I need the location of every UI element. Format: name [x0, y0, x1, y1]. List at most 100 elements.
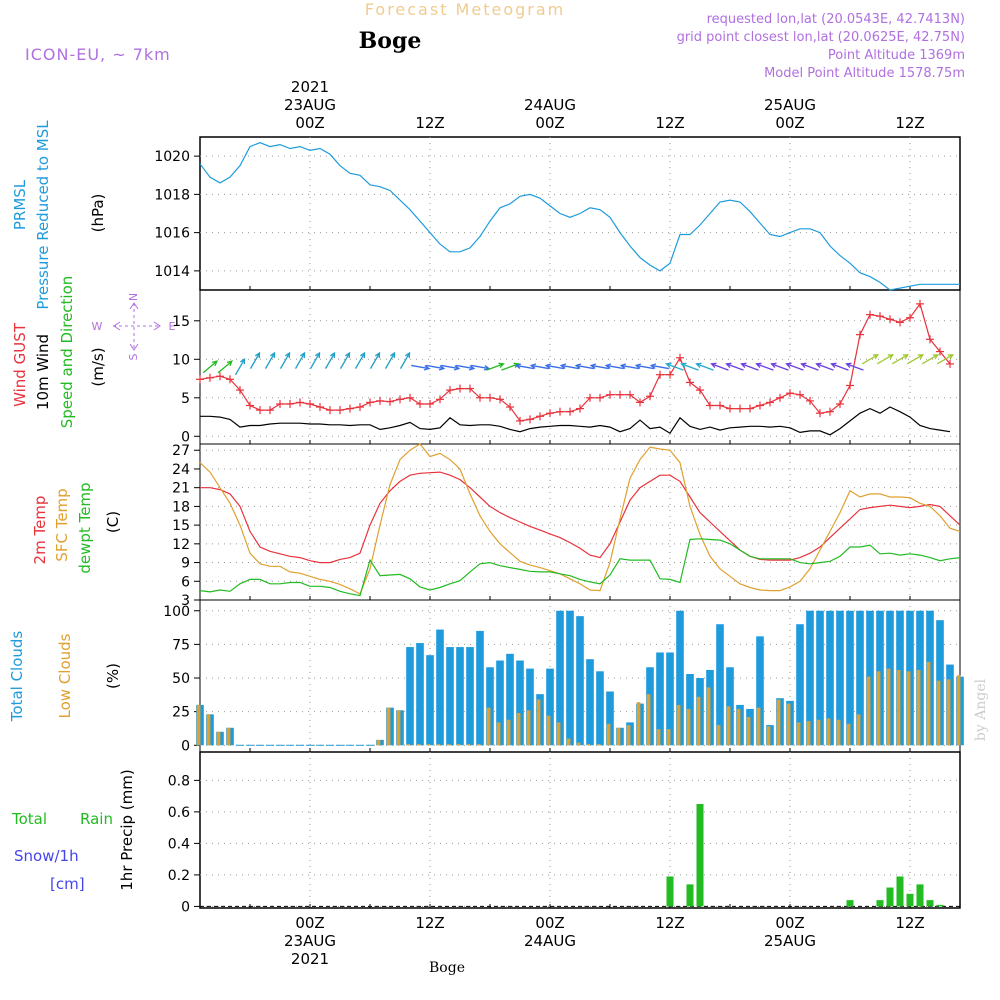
- y-tick-label: 1020: [154, 149, 190, 165]
- prmsl-line: [199, 142, 960, 291]
- gust-marker: [806, 396, 814, 405]
- total-cloud-bar: [476, 630, 484, 746]
- low-cloud-bar: [826, 718, 831, 746]
- gust-marker: [276, 399, 284, 408]
- wind-direction-arrow: [339, 351, 351, 369]
- time-tick-label: 12Z: [655, 114, 684, 132]
- wind-direction-arrow: [725, 362, 744, 371]
- low-cloud-bar: [956, 675, 961, 746]
- gust-marker: [636, 398, 644, 407]
- wind-direction-arrow: [695, 362, 714, 371]
- gust-marker: [406, 393, 414, 402]
- total-cloud-bar: [486, 667, 494, 746]
- total-cloud-bar: [606, 691, 614, 746]
- total-cloud-bar: [516, 660, 524, 746]
- gust-marker: [756, 401, 764, 410]
- y-tick-label: 1014: [154, 264, 190, 280]
- total-cloud-bar: [656, 652, 664, 746]
- gust-marker: [486, 393, 494, 402]
- total-cloud-bar: [406, 647, 414, 746]
- gust-marker: [726, 404, 734, 413]
- temp-sfc-line: [199, 443, 961, 595]
- low-cloud-bar: [876, 671, 881, 746]
- gust-marker: [546, 409, 554, 418]
- y-tick-label: 100: [163, 604, 190, 620]
- wind-direction-arrow: [279, 351, 291, 369]
- wind-direction-arrow: [234, 357, 246, 376]
- total-cloud-bar: [566, 610, 574, 746]
- total-cloud-bar: [456, 647, 464, 746]
- gust-marker: [666, 370, 674, 379]
- gust-marker: [736, 404, 744, 413]
- gust-marker: [786, 389, 794, 398]
- low-cloud-bar: [816, 719, 821, 746]
- gust-marker: [456, 384, 464, 393]
- low-cloud-bar: [716, 725, 721, 746]
- low-cloud-bar: [376, 739, 381, 746]
- total-cloud-bar: [526, 668, 534, 746]
- gust-marker: [846, 381, 854, 390]
- gust-marker: [506, 403, 514, 412]
- gust-marker: [766, 398, 774, 407]
- gust-marker: [576, 404, 584, 413]
- low-cloud-bar: [526, 710, 531, 746]
- panel-label: Speed and Direction: [58, 276, 76, 429]
- wind-direction-arrow: [294, 351, 306, 369]
- time-tick-label: 12Z: [655, 914, 684, 932]
- precip-bar: [696, 804, 704, 907]
- wind-direction-arrow: [921, 354, 940, 365]
- low-cloud-bar: [456, 743, 461, 746]
- compass-letter: S: [127, 353, 140, 360]
- gust-marker: [286, 399, 294, 408]
- y-tick-label: 10: [172, 352, 190, 368]
- gust-marker: [696, 386, 704, 395]
- panel-label: 10m Wind: [34, 334, 52, 410]
- precip-bar: [876, 900, 884, 907]
- precip-legend: Rain: [80, 810, 113, 828]
- wind-direction-arrow: [501, 362, 520, 371]
- y-tick-label: 27: [172, 443, 190, 459]
- total-cloud-bar: [546, 668, 554, 746]
- product-title: Forecast Meteogram: [365, 0, 565, 19]
- wind-direction-arrow: [324, 351, 336, 369]
- total-cloud-bar: [816, 610, 824, 746]
- wind-direction-arrow: [559, 363, 579, 370]
- wind-direction-arrow: [861, 354, 880, 365]
- gust-marker: [346, 404, 354, 413]
- low-cloud-bar: [846, 723, 851, 746]
- panel-label: Low Clouds: [56, 633, 74, 718]
- panel-label: 1hr Precip (mm): [118, 769, 136, 890]
- panel-label: SFC Temp: [53, 488, 71, 561]
- y-tick-label: 0.6: [168, 805, 190, 821]
- wind-direction-arrow: [249, 351, 261, 369]
- footer-location: Boge: [429, 960, 465, 976]
- gust-marker: [936, 347, 944, 356]
- wind-direction-arrow: [456, 364, 476, 371]
- low-cloud-bar: [676, 704, 681, 746]
- low-cloud-bar: [466, 743, 471, 746]
- panel-frame: [199, 289, 961, 445]
- time-tick-label: 00Z: [295, 114, 324, 132]
- time-tick-label: 25AUG: [764, 932, 816, 950]
- time-tick-label: 12Z: [415, 114, 444, 132]
- low-cloud-bar: [616, 727, 621, 746]
- wind-direction-arrow: [574, 363, 594, 370]
- gust-marker: [876, 312, 884, 321]
- precip-bar: [846, 900, 854, 907]
- total-cloud-bar: [576, 616, 584, 746]
- low-cloud-bar: [486, 707, 491, 746]
- wind-direction-arrow: [906, 354, 925, 365]
- total-cloud-bar: [756, 636, 764, 746]
- gust-marker: [676, 353, 684, 362]
- low-cloud-bar: [686, 708, 691, 746]
- time-tick-label: 12Z: [415, 914, 444, 932]
- wind-direction-arrow: [665, 362, 684, 371]
- panel-label: Total Clouds: [8, 631, 26, 723]
- total-cloud-bar: [676, 610, 684, 746]
- compass-letter: N: [127, 293, 140, 301]
- gust-marker: [316, 403, 324, 412]
- gust-marker: [796, 390, 804, 399]
- total-cloud-bar: [856, 610, 864, 746]
- low-cloud-bar: [406, 743, 411, 746]
